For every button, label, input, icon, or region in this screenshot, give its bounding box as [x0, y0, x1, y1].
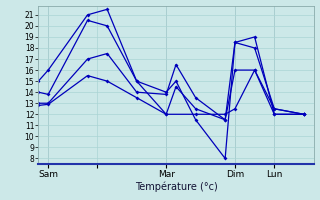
- X-axis label: Température (°c): Température (°c): [135, 181, 217, 192]
